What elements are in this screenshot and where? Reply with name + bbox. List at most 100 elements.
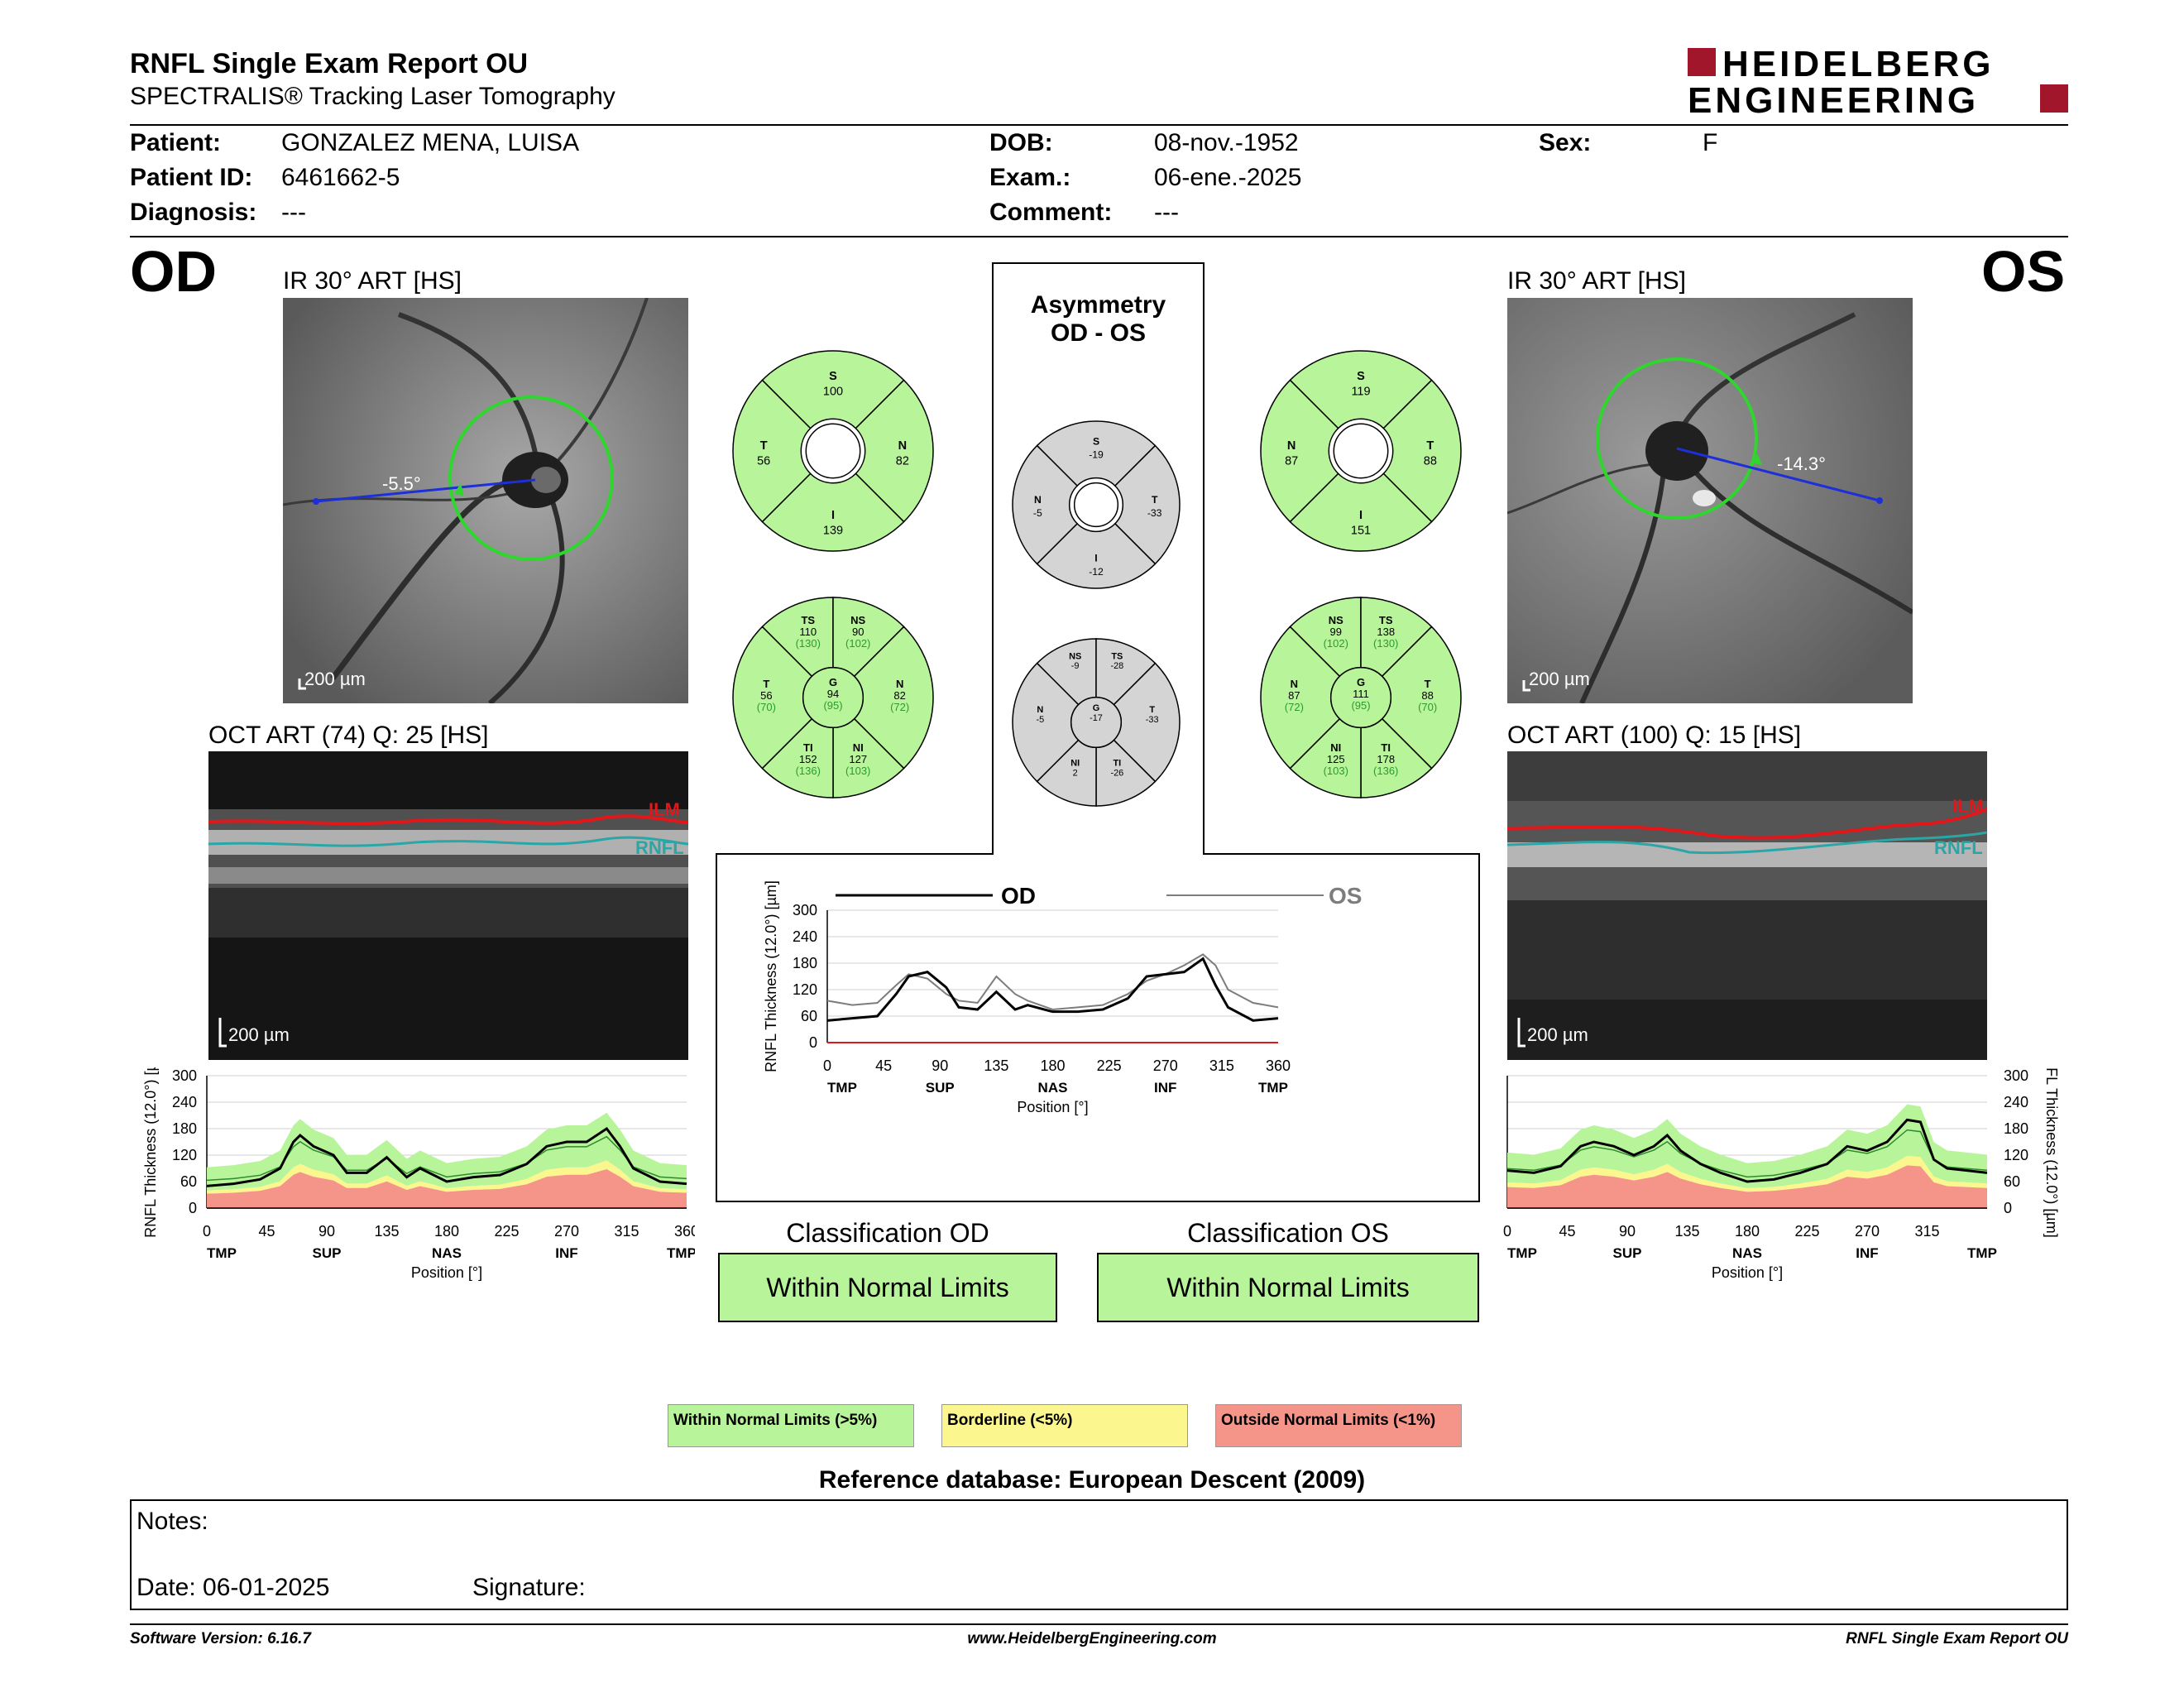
os-ir-scale: 200 µm xyxy=(1529,669,1590,689)
sector-value-TI: 152 xyxy=(799,753,817,765)
os-oct-caption: OCT ART (100) Q: 15 [HS] xyxy=(1507,722,1802,749)
sector-ref-TS: (130) xyxy=(1373,637,1398,650)
os-fundus-graphic: -14.3° 200 µm xyxy=(1507,298,1913,703)
x-tick-label: 45 xyxy=(875,1057,892,1074)
sector-T xyxy=(732,379,812,523)
x-tick-label: 360 xyxy=(674,1223,695,1240)
outside-band xyxy=(207,1168,687,1208)
x-tick-label: 90 xyxy=(932,1057,948,1074)
classification-od-title: Classification OD xyxy=(786,1218,989,1248)
patient-label: Patient: xyxy=(130,129,222,156)
od-angle: -5.5° xyxy=(382,473,421,494)
y-tick-label: 240 xyxy=(793,928,817,945)
x-tick-label: 180 xyxy=(1040,1057,1065,1074)
footer-url: www.HeidelbergEngineering.com xyxy=(967,1630,1217,1647)
os-quadrant-circle: S 119 T 88 I 151 N 87 xyxy=(1260,350,1462,552)
sector-value-N: 82 xyxy=(893,689,905,702)
sector-value-TS: 138 xyxy=(1377,626,1395,638)
y-tick-label: 300 xyxy=(2004,1067,2028,1084)
sector-value-I: -12 xyxy=(1089,566,1104,578)
x-tick-label: 45 xyxy=(1559,1223,1575,1240)
od-thickness-chart: 0 60 120 180 240 300 0 45 90 135 180 225 270 315 360 TM… xyxy=(132,1046,699,1316)
sector-value-NI: 2 xyxy=(1073,769,1078,779)
os-fundus-image: -14.3° 200 µm xyxy=(1507,298,1913,703)
x-tick-label: 270 xyxy=(1855,1223,1880,1240)
sector-ref-NI: (103) xyxy=(845,765,870,777)
sector-ref-N: (72) xyxy=(1285,701,1304,713)
sector-S xyxy=(761,350,905,429)
od-profile-line xyxy=(826,957,1279,1022)
comparison-graphic: 0 60 120 180 240 300 0 45 90 135 180 225 270 315 360 TM… xyxy=(763,880,1362,1115)
sector-axis-label: NAS xyxy=(432,1245,462,1261)
sector-label-NI: NI xyxy=(1330,741,1341,754)
notes-date: Date: 06-01-2025 xyxy=(136,1574,330,1601)
asymmetry-title-2: OD - OS xyxy=(1050,319,1146,347)
sector-value-TS: -28 xyxy=(1110,661,1123,671)
os-oct-scale: 200 µm xyxy=(1527,1024,1588,1045)
comment-value: --- xyxy=(1154,199,1179,226)
sector-label-T: T xyxy=(760,439,768,453)
sector-label-N: N xyxy=(1291,678,1298,690)
sector-value-G: -17 xyxy=(1090,713,1103,723)
sector-value-NS: 90 xyxy=(852,626,864,638)
sector-center-hole xyxy=(1073,482,1119,528)
sector-label-NI: NI xyxy=(853,741,864,754)
classification-os-result: Within Normal Limits xyxy=(1097,1253,1479,1322)
od-oct-image: ILM RNFL 200 µm xyxy=(208,751,688,1060)
x-tick-label: 45 xyxy=(258,1223,275,1240)
exam-value: 06-ene.-2025 xyxy=(1154,164,1302,191)
sector-label-NS: NS xyxy=(1069,651,1081,661)
sector-value-N: -5 xyxy=(1033,507,1042,519)
thickness-profile-line xyxy=(206,1126,687,1187)
patient-id: 6461662-5 xyxy=(281,164,400,191)
os-oct-image: ILM RNFL 200 µm xyxy=(1507,751,1987,1060)
x-tick-label: 0 xyxy=(203,1223,211,1240)
sector-value-S: 119 xyxy=(1351,386,1370,399)
y-tick-label: 240 xyxy=(2004,1094,2028,1110)
y-tick-label: 120 xyxy=(172,1147,197,1163)
brand-logo: HEIDELBERG ENGINEERING xyxy=(1688,44,2068,121)
od-quadrant-circle: S 100 N 82 I 139 T 56 xyxy=(732,350,934,552)
x-axis-title: Position [°] xyxy=(1017,1099,1088,1115)
sector-value-NS: -9 xyxy=(1071,661,1080,671)
diagnosis-value: --- xyxy=(281,199,306,226)
os-sector-circle: NS99(102)TS138(130)T88(70)N87(72)NI125(1… xyxy=(1260,597,1462,798)
sector-S xyxy=(1289,350,1433,429)
reference-database: Reference database: European Descent (20… xyxy=(818,1466,1366,1494)
asymmetry-title: Asymmetry OD - OS xyxy=(993,291,1204,348)
y-tick-label: 60 xyxy=(180,1173,197,1190)
x-tick-label: 225 xyxy=(1794,1223,1819,1240)
sector-value-T: 88 xyxy=(1421,689,1433,702)
sector-value-G: 111 xyxy=(1353,688,1369,700)
x-tick-label: 135 xyxy=(1674,1223,1699,1240)
x-tick-label: 225 xyxy=(1097,1057,1122,1074)
sector-value-T: 88 xyxy=(1424,455,1437,468)
sector-axis-label: TMP xyxy=(207,1245,237,1261)
sector-axis-label: NAS xyxy=(1732,1245,1762,1261)
normal-mean-line xyxy=(1506,1129,1988,1178)
legend-od-label: OD xyxy=(1001,883,1036,909)
sector-label-TI: TI xyxy=(803,741,813,754)
sector-N xyxy=(1260,379,1339,523)
legend-outside: Outside Normal Limits (<1%) xyxy=(1215,1404,1462,1447)
od-oct-scale: 200 µm xyxy=(228,1024,290,1045)
x-tick-label: 270 xyxy=(1153,1057,1178,1074)
sector-ref-T: (70) xyxy=(1418,701,1437,713)
dob-value: 08-nov.-1952 xyxy=(1154,129,1299,156)
od-thickness-graphic: 0 60 120 180 240 300 0 45 90 135 180 225 270 315 360 TM… xyxy=(142,1046,699,1281)
sector-axis-label: SUP xyxy=(1613,1245,1642,1261)
sector-axis-label: SUP xyxy=(926,1080,955,1096)
center-panel-outline xyxy=(716,262,1480,1202)
borderline-band xyxy=(1507,1155,1987,1192)
sector-N xyxy=(855,379,934,523)
os-oct-graphic: ILM RNFL 200 µm xyxy=(1507,751,1987,1048)
sector-label-T: T xyxy=(1425,678,1431,690)
sector-value-NI: 125 xyxy=(1327,753,1345,765)
sector-value-N: 87 xyxy=(1285,455,1298,468)
asymmetry-quadrant-circle: S -19 T-33 I -12 N-5 xyxy=(1012,420,1181,589)
x-axis-title: Position [°] xyxy=(1712,1264,1783,1281)
y-tick-label: 120 xyxy=(2004,1147,2028,1163)
sector-ref-TS: (130) xyxy=(796,637,821,650)
sector-value-T: 56 xyxy=(757,455,770,468)
x-axis-title: Position [°] xyxy=(411,1264,482,1281)
